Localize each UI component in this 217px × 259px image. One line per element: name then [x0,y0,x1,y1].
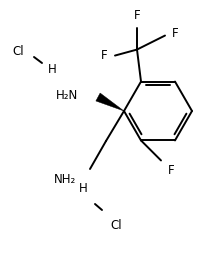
Text: F: F [168,164,175,177]
Text: F: F [172,27,179,40]
Polygon shape [96,93,124,111]
Text: H: H [79,182,88,195]
Text: NH₂: NH₂ [54,173,76,186]
Text: F: F [134,9,140,21]
Text: Cl: Cl [110,219,122,232]
Text: F: F [101,49,108,62]
Text: H₂N: H₂N [56,89,78,102]
Text: Cl: Cl [12,45,24,57]
Text: H: H [48,62,57,76]
